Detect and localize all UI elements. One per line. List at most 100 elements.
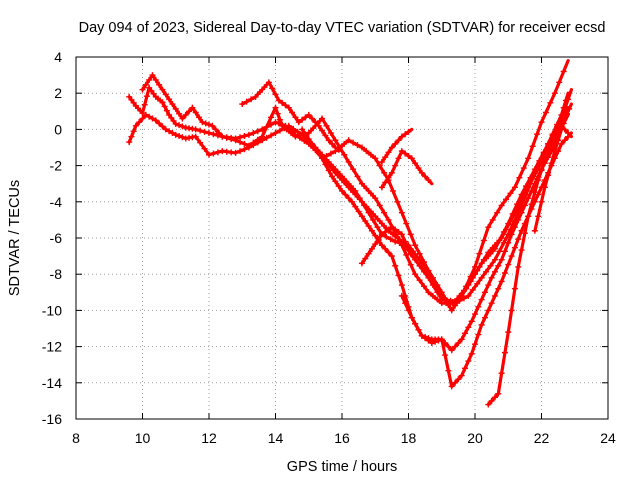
data-point-marker: [538, 167, 545, 174]
data-point-marker: [541, 157, 548, 164]
data-point-marker: [501, 269, 508, 276]
data-point-marker: [501, 248, 508, 255]
data-point-marker: [232, 149, 239, 156]
grid: [76, 57, 608, 419]
data-point-marker: [494, 239, 501, 246]
data-point-marker: [166, 111, 173, 118]
data-point-marker: [385, 249, 392, 256]
data-point-marker: [210, 150, 217, 157]
data-point-marker: [319, 127, 326, 134]
data-point-marker: [161, 103, 168, 110]
data-point-marker: [241, 146, 248, 153]
x-tick-label: 12: [201, 430, 217, 446]
data-point-marker: [354, 142, 361, 149]
data-point-marker: [352, 203, 359, 210]
data-point-marker: [319, 155, 326, 162]
data-point-marker: [312, 145, 319, 152]
series-sat-h: [378, 127, 414, 165]
data-point-marker: [494, 209, 501, 216]
data-point-marker: [370, 216, 377, 223]
data-point-marker: [358, 144, 365, 151]
data-point-marker: [179, 134, 186, 141]
data-point-marker: [408, 155, 415, 162]
data-point-marker: [148, 87, 155, 94]
data-point-marker: [126, 139, 133, 146]
data-point-marker: [498, 370, 505, 377]
data-point-marker: [511, 224, 518, 231]
data-point-marker: [237, 148, 244, 155]
data-point-marker: [452, 302, 459, 309]
y-tick-label: -6: [50, 230, 63, 246]
data-point-marker: [405, 128, 412, 135]
data-point-marker: [405, 245, 412, 252]
data-point-marker: [475, 303, 482, 310]
data-point-marker: [538, 119, 545, 126]
data-point-marker: [206, 121, 212, 128]
data-point-marker: [452, 379, 459, 386]
data-point-marker: [452, 343, 459, 350]
data-point-marker: [378, 184, 385, 191]
data-point-marker: [418, 169, 425, 176]
data-point-marker: [485, 249, 492, 256]
data-point-marker: [496, 248, 503, 255]
data-point-marker: [536, 160, 543, 167]
data-point-marker: [468, 318, 475, 325]
y-tick-label: -16: [42, 411, 62, 427]
data-point-marker: [350, 166, 357, 173]
data-point-marker: [142, 111, 149, 118]
y-tick-label: 0: [54, 121, 62, 137]
data-point-marker: [365, 250, 372, 257]
data-point-marker: [545, 148, 552, 155]
data-point-marker: [381, 169, 388, 176]
data-point-marker: [531, 189, 538, 196]
data-point-marker: [172, 120, 179, 127]
data-point-marker: [405, 152, 412, 159]
data-point-marker: [309, 115, 316, 122]
data-point-marker: [374, 224, 381, 231]
data-point-marker: [341, 151, 348, 158]
x-tick-label: 14: [268, 430, 284, 446]
data-point-marker: [392, 238, 399, 245]
data-point-marker: [149, 72, 156, 79]
data-point-marker: [130, 99, 137, 106]
data-point-marker: [547, 99, 554, 106]
data-point-marker: [421, 283, 428, 290]
y-tick-label: -8: [50, 266, 63, 282]
data-point-marker: [388, 224, 395, 231]
data-point-marker: [159, 99, 166, 106]
data-point-marker: [478, 296, 485, 303]
data-point-marker: [538, 198, 545, 205]
data-point-marker: [408, 314, 415, 321]
data-point-marker: [232, 137, 239, 144]
chart-title: Day 094 of 2023, Sidereal Day-to-day VTE…: [79, 20, 606, 36]
data-point-marker: [322, 161, 329, 168]
data-point-marker: [462, 330, 469, 337]
data-point-marker: [416, 250, 423, 257]
data-point-marker: [261, 84, 268, 91]
data-point-marker: [295, 119, 302, 126]
data-point-marker: [418, 332, 425, 339]
data-point-marker: [541, 184, 548, 191]
series-line: [380, 149, 434, 189]
data-point-marker: [542, 109, 549, 116]
data-point-marker: [507, 218, 514, 225]
data-point-marker: [478, 321, 485, 328]
data-point-marker: [182, 111, 189, 118]
data-point-marker: [475, 331, 482, 338]
data-point-marker: [498, 235, 505, 241]
data-point-marker: [515, 263, 522, 270]
data-point-marker: [348, 198, 355, 205]
data-point-marker: [385, 149, 392, 156]
data-point-marker: [358, 213, 365, 220]
data-point-marker: [485, 401, 492, 408]
data-point-marker: [149, 115, 156, 122]
data-point-marker: [343, 178, 350, 185]
data-point-marker: [403, 251, 410, 258]
data-point-marker: [299, 126, 306, 133]
series-line: [240, 80, 341, 153]
data-point-marker: [434, 296, 441, 303]
data-point-marker: [279, 99, 286, 106]
data-point-marker: [560, 68, 567, 75]
data-point-marker: [358, 260, 365, 267]
data-point-marker: [339, 187, 345, 194]
